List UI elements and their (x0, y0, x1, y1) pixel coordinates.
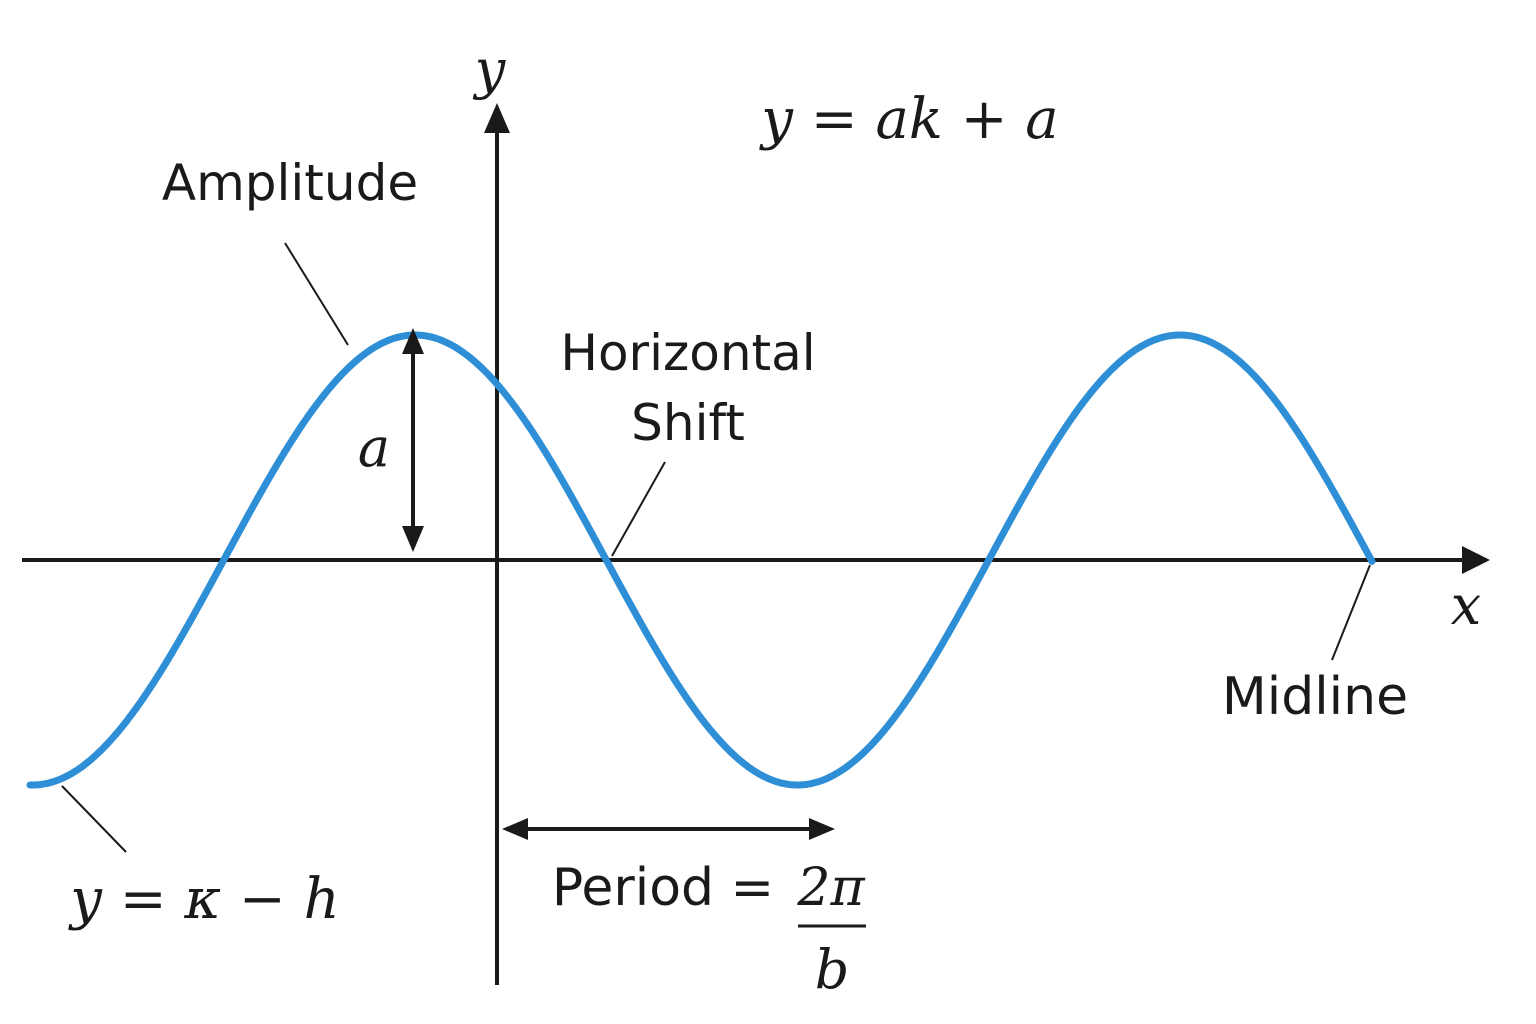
horizontal-shift-leader (611, 461, 666, 557)
period-numerator: 2π (796, 858, 865, 918)
midline-leader (1331, 564, 1371, 661)
bottom-left-equation: y = κ − h (67, 867, 339, 932)
period-arrow-right (809, 818, 835, 840)
top-equation: y = ak + a (758, 87, 1058, 152)
bottom-equation-leader (61, 785, 127, 853)
amplitude-arrow-bottom (402, 526, 424, 552)
x-axis-label: x (1451, 574, 1481, 637)
amplitude-leader (284, 242, 349, 346)
amplitude-symbol: a (358, 416, 390, 479)
amplitude-label: Amplitude (162, 154, 418, 212)
midline-label: Midline (1222, 667, 1408, 727)
horizontal-shift-label-line2: Shift (631, 394, 745, 452)
period-denominator: b (815, 938, 850, 1001)
y-axis-label: y (473, 38, 507, 101)
sine-curve (26, 331, 1376, 789)
x-axis-arrowhead (1462, 546, 1490, 574)
horizontal-shift-label-line1: Horizontal (560, 324, 815, 382)
period-label: Period = (552, 858, 774, 918)
amplitude-arrow-top (402, 328, 424, 354)
y-axis-arrowhead (484, 103, 510, 133)
period-arrow-left (502, 818, 528, 840)
